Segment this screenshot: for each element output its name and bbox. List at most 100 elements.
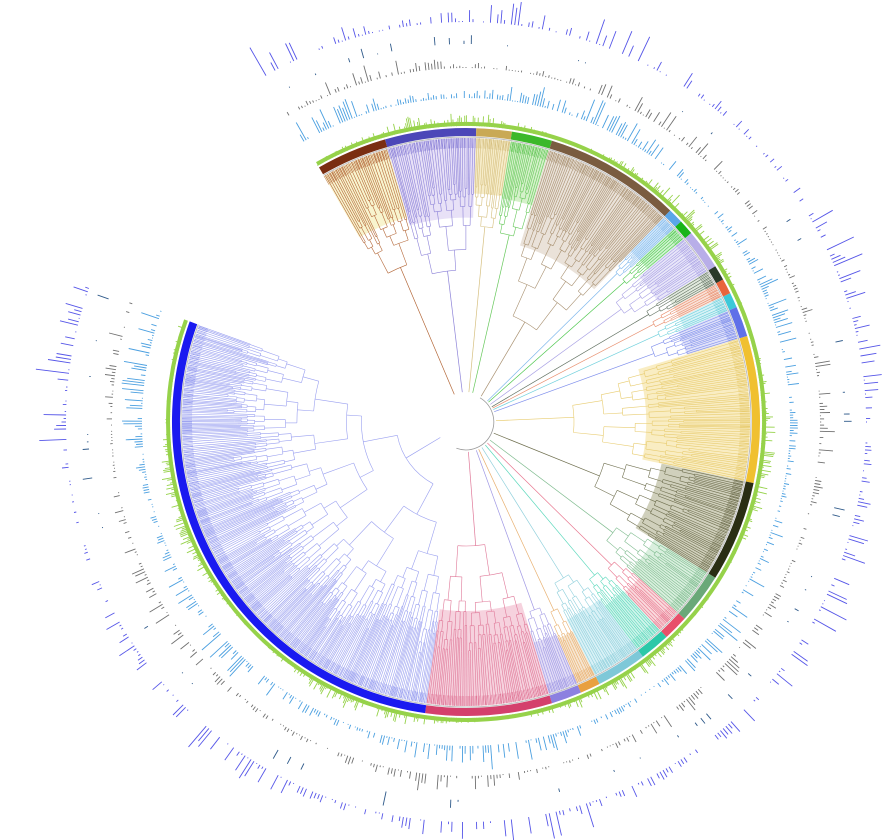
leaf-tip (494, 139, 497, 150)
clade-13-stem (666, 466, 683, 472)
clade-21-stem (366, 613, 374, 629)
clade-21-leaf (187, 364, 249, 378)
clade-13-stem (693, 481, 700, 484)
clade-12-stem (660, 455, 679, 459)
clade-14-stem (667, 548, 672, 552)
clade-12-stem (676, 444, 690, 446)
clade-4-leaf (580, 181, 618, 240)
clade-4-stem (533, 216, 540, 231)
clade-21-stem (282, 548, 292, 555)
clade-21-stem (421, 606, 426, 623)
clade-10-stem (667, 328, 676, 333)
leaf-tip (424, 693, 427, 704)
clade-20-arc (475, 600, 491, 603)
clade-1-stem (437, 194, 439, 204)
clade-21-stem (375, 619, 380, 629)
clade-21-stem (433, 621, 436, 634)
clade-21-stem (308, 547, 322, 559)
clade-20-stem (454, 611, 457, 630)
clade-21-stem (368, 614, 376, 629)
clade-21-leaf (412, 648, 423, 701)
leaf-tip (645, 629, 653, 637)
clade-20-stem (526, 632, 532, 647)
clade-21-stem (265, 511, 278, 519)
leaf-tip (196, 507, 206, 512)
clade-20-stem (513, 596, 520, 615)
clade-12-stem (634, 431, 652, 433)
leaf-tip (184, 386, 195, 389)
clade-21-stem (282, 377, 302, 383)
leaf-tip (191, 493, 202, 497)
clade-16-stem (602, 587, 612, 598)
leaf-tip (428, 140, 431, 151)
clade-21-leaf (305, 633, 323, 657)
clade-13-arc (679, 476, 682, 481)
leaf-tip (197, 328, 208, 333)
clade-14-stem (653, 554, 659, 558)
leaf-tip (193, 497, 203, 501)
clade-13-stem (685, 496, 692, 500)
leaf-tip (637, 200, 645, 209)
clade-12-stem (657, 365, 673, 371)
clade-20-leaf (503, 642, 514, 703)
clade-13-stem (679, 531, 689, 536)
clade-14-leaf (641, 568, 685, 604)
clade-21-stem (393, 615, 398, 627)
clade-21-stem (321, 577, 330, 587)
clade-3-stem (499, 206, 502, 216)
clade-21-stem (338, 553, 345, 561)
clade-4-stem (536, 302, 558, 331)
leaf-tip (250, 600, 259, 608)
clade-16-arc (600, 576, 606, 582)
clade-9-stem (671, 315, 681, 321)
clade-root-stem-9 (492, 323, 655, 409)
leaf-tip (712, 297, 722, 303)
clade-21-stem (264, 427, 286, 429)
clade-8-stem (667, 303, 678, 310)
leaf-tip (338, 167, 344, 178)
clade-root-stem-11 (494, 353, 655, 413)
clade-21-stem (318, 528, 340, 547)
clade-4-stem (523, 228, 529, 244)
leaf-tip (517, 690, 521, 701)
clade-4-stem (619, 255, 627, 262)
clade-7-leaf (665, 258, 699, 283)
clade-17-stem (575, 613, 583, 625)
leaf-tip (346, 670, 351, 680)
leaf-tip (496, 139, 498, 150)
clade-21-arc (356, 566, 367, 574)
clade-20-stem (502, 598, 507, 618)
leaf-tip (599, 661, 605, 671)
clade-12-stem (658, 400, 678, 404)
clade-13-leaf (686, 497, 735, 516)
clade-13-stem (671, 484, 686, 490)
leaf-tip (196, 332, 206, 336)
leaf-tip (265, 616, 274, 624)
clade-21-stem (372, 619, 379, 633)
clade-12-stem (618, 380, 630, 384)
leaf-tip (186, 372, 197, 375)
clade-4-stem (572, 240, 578, 249)
clade-12-stem (664, 431, 682, 433)
clade-12-stem (659, 376, 675, 381)
clade-1-stem (426, 187, 429, 197)
leaf-tip (716, 306, 726, 311)
clade-12-arc (572, 405, 575, 433)
clade-13-stem (680, 475, 690, 479)
clade-17-stem (583, 606, 590, 616)
leaf-tip (687, 254, 696, 262)
leaf-tip (641, 632, 648, 641)
clade-12-stem (672, 362, 680, 366)
clade-20-leaf (462, 625, 464, 707)
clade-12-stem (664, 428, 682, 430)
clade-21-stem (260, 355, 278, 362)
clade-4-stem (586, 228, 595, 240)
clade-2-leaf (486, 138, 491, 178)
leaf-tip (522, 144, 526, 155)
leaf-tip (731, 352, 742, 356)
clade-21-leaf (182, 427, 241, 430)
clade-4-stem (566, 219, 574, 233)
clade-21-stem (362, 618, 367, 627)
leaf-tip (190, 487, 201, 491)
clade-4-arc (560, 277, 572, 287)
